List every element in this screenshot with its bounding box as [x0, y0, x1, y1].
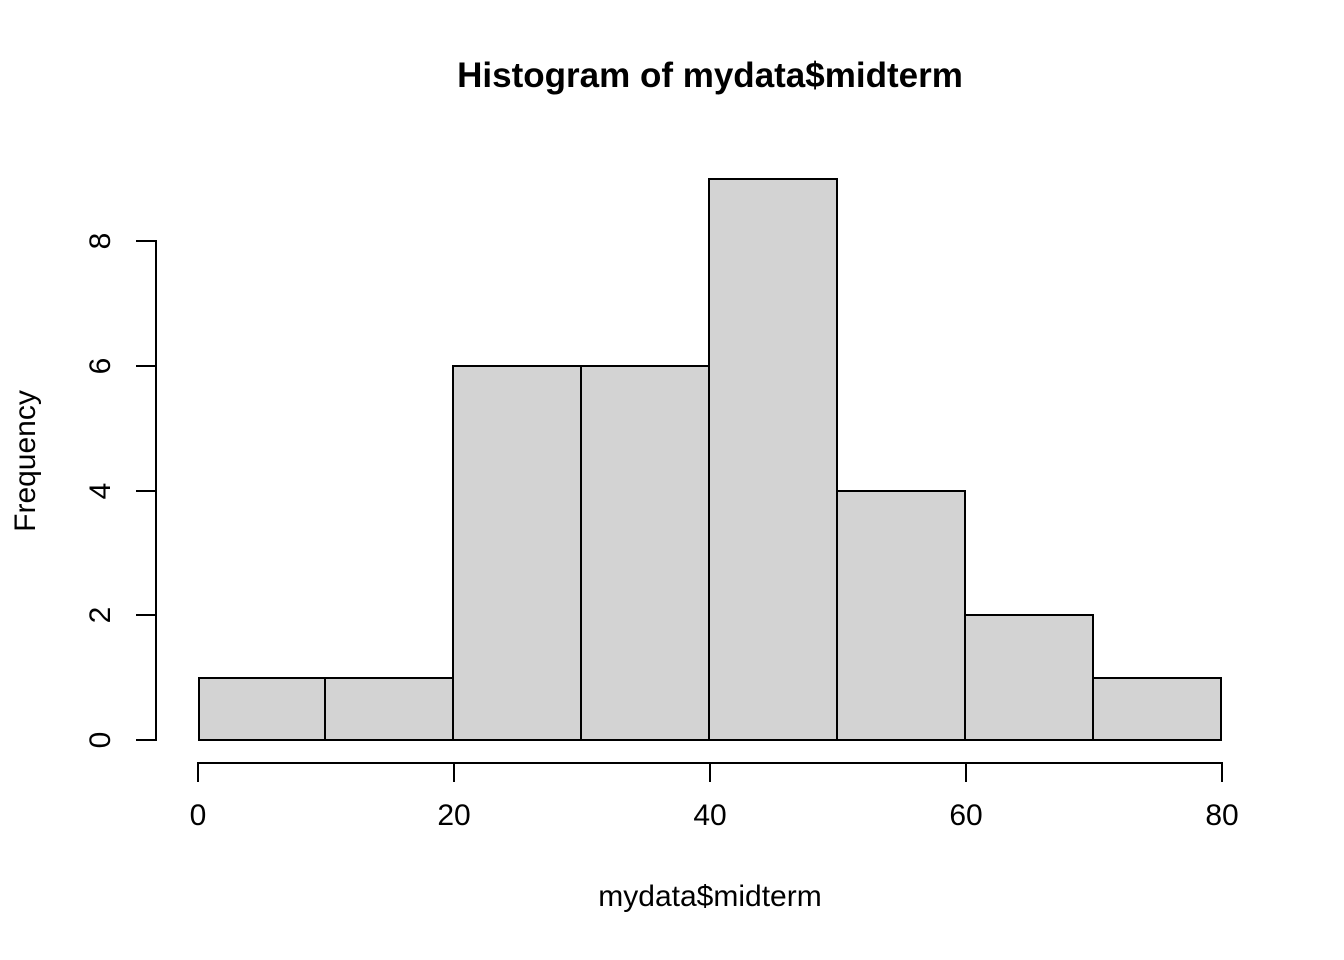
y-tick-label: 4	[84, 482, 117, 500]
y-axis-tick	[136, 614, 155, 616]
x-tick-label: 0	[189, 799, 207, 832]
histogram-bar	[964, 614, 1094, 741]
y-tick-label: 2	[84, 606, 117, 624]
x-axis-label: mydata$midterm	[598, 880, 822, 913]
y-tick-label: 6	[84, 357, 117, 375]
histogram-bar	[324, 677, 454, 741]
x-tick-label: 20	[437, 799, 471, 832]
x-axis-tick	[453, 762, 455, 782]
y-axis-label: Frequency	[9, 390, 42, 532]
x-axis-tick	[965, 762, 967, 782]
y-axis-tick	[136, 240, 155, 242]
chart-title: Histogram of mydata$midterm	[457, 56, 963, 95]
histogram-bar	[452, 365, 582, 741]
y-axis-tick	[136, 739, 155, 741]
y-axis-line	[155, 240, 157, 741]
x-tick-label: 80	[1205, 799, 1239, 832]
x-tick-label: 40	[693, 799, 727, 832]
histogram-bar	[198, 677, 326, 741]
x-axis-tick	[709, 762, 711, 782]
x-axis-tick	[1221, 762, 1223, 782]
x-axis-tick	[197, 762, 199, 782]
histogram-bar	[580, 365, 710, 741]
x-tick-label: 60	[949, 799, 983, 832]
histogram-bar	[836, 490, 966, 741]
y-axis-tick	[136, 365, 155, 367]
histogram-bar	[1092, 677, 1222, 741]
histogram-bar	[708, 178, 838, 741]
y-axis-tick	[136, 490, 155, 492]
y-tick-label: 0	[84, 731, 117, 749]
y-tick-label: 8	[84, 232, 117, 250]
